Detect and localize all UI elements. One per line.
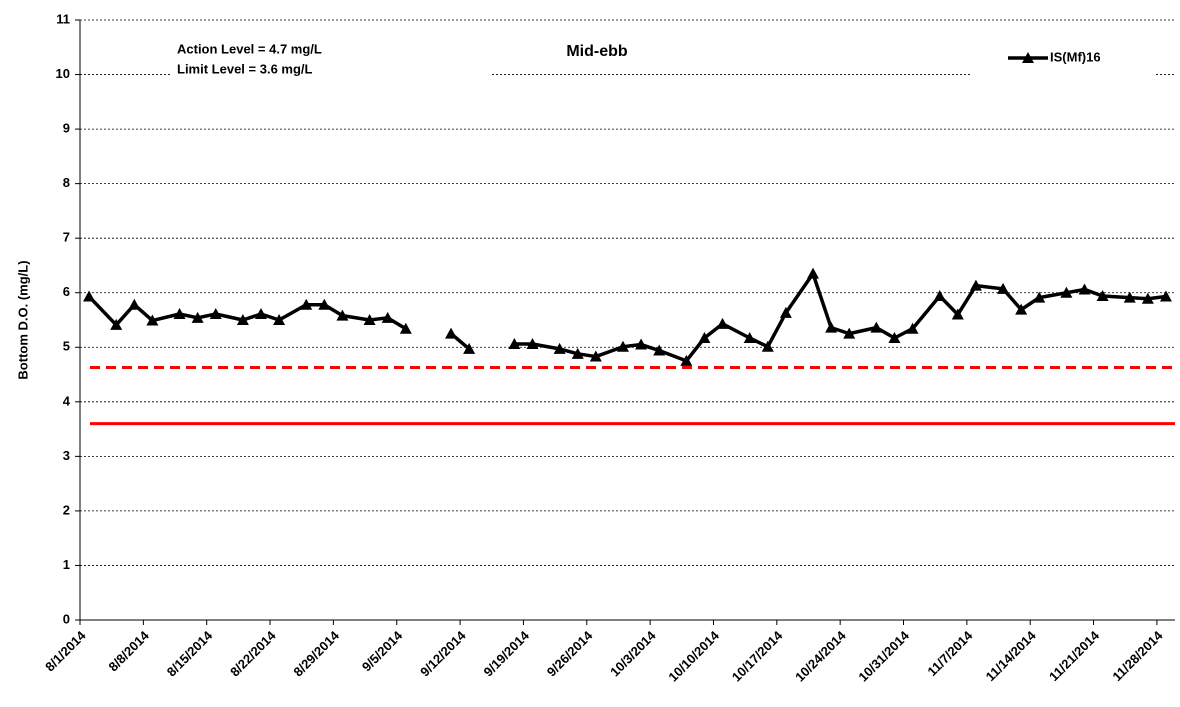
y-tick-label: 1 xyxy=(63,557,70,572)
x-tick-label: 8/29/2014 xyxy=(290,627,342,679)
marker xyxy=(336,309,349,321)
marker xyxy=(616,340,629,352)
marker xyxy=(1141,292,1154,304)
annotation: Action Level = 4.7 mg/L xyxy=(177,41,322,56)
marker xyxy=(399,322,412,334)
y-tick-label: 10 xyxy=(56,66,70,81)
x-tick-label: 11/14/2014 xyxy=(983,627,1040,684)
marker xyxy=(1015,303,1028,315)
marker xyxy=(906,322,919,334)
x-tick-label: 9/5/2014 xyxy=(359,627,406,674)
marker xyxy=(653,344,666,356)
marker xyxy=(209,308,222,319)
marker xyxy=(997,282,1010,294)
marker xyxy=(888,332,901,343)
y-tick-label: 0 xyxy=(63,611,70,626)
marker xyxy=(445,327,458,339)
marker xyxy=(1022,52,1034,63)
x-tick-label: 9/19/2014 xyxy=(480,627,532,679)
marker xyxy=(363,314,376,325)
marker xyxy=(779,306,792,318)
x-tick-label: 10/3/2014 xyxy=(607,627,659,679)
marker xyxy=(589,350,602,362)
marker xyxy=(716,317,729,329)
marker xyxy=(191,311,204,323)
marker xyxy=(1033,291,1046,303)
x-tick-label: 8/22/2014 xyxy=(227,627,279,679)
marker xyxy=(110,318,123,330)
y-tick-label: 2 xyxy=(63,502,70,517)
x-tick-label: 8/15/2014 xyxy=(164,627,216,679)
marker xyxy=(508,338,521,349)
marker xyxy=(254,308,267,319)
y-tick-label: 6 xyxy=(63,284,70,299)
legend-box xyxy=(970,40,1155,80)
x-tick-label: 11/7/2014 xyxy=(924,627,976,679)
marker xyxy=(83,290,96,302)
marker xyxy=(951,308,964,320)
marker xyxy=(463,342,476,354)
marker xyxy=(933,290,946,301)
y-tick-label: 11 xyxy=(56,11,70,26)
marker xyxy=(743,332,756,343)
x-tick-label: 8/8/2014 xyxy=(106,627,153,674)
x-tick-label: 9/26/2014 xyxy=(544,627,596,679)
marker xyxy=(825,321,838,333)
marker xyxy=(526,338,539,349)
y-tick-label: 4 xyxy=(63,393,71,408)
x-tick-label: 11/21/2014 xyxy=(1046,627,1103,684)
marker xyxy=(1123,291,1136,303)
marker xyxy=(128,298,141,310)
marker xyxy=(1096,290,1109,301)
marker xyxy=(571,347,584,359)
legend-label: IS(Mf)16 xyxy=(1050,49,1101,64)
y-tick-label: 8 xyxy=(63,175,70,190)
marker xyxy=(173,308,186,319)
marker xyxy=(635,338,648,350)
marker xyxy=(1060,286,1073,298)
marker xyxy=(843,327,856,339)
x-tick-label: 10/31/2014 xyxy=(855,627,912,684)
marker xyxy=(680,354,693,366)
marker xyxy=(300,298,313,310)
marker xyxy=(553,342,566,354)
marker xyxy=(146,314,159,326)
y-tick-label: 7 xyxy=(63,230,70,245)
marker xyxy=(318,298,331,310)
marker xyxy=(969,279,982,291)
y-axis-label: Bottom D.O. (mg/L) xyxy=(15,260,30,379)
marker xyxy=(761,340,774,352)
x-tick-label: 10/24/2014 xyxy=(792,627,849,684)
x-tick-label: 10/10/2014 xyxy=(665,627,722,684)
annotation: Limit Level = 3.6 mg/L xyxy=(177,61,313,76)
annotation-box xyxy=(170,36,490,84)
chart-title: Mid-ebb xyxy=(566,43,628,60)
y-tick-label: 3 xyxy=(63,448,70,463)
marker xyxy=(273,314,286,325)
x-tick-label: 9/12/2014 xyxy=(417,627,469,679)
marker xyxy=(381,311,394,323)
y-tick-label: 9 xyxy=(63,121,70,136)
marker xyxy=(698,332,711,343)
x-tick-label: 8/1/2014 xyxy=(42,627,89,674)
marker xyxy=(236,314,249,325)
marker xyxy=(1159,290,1172,302)
marker xyxy=(807,267,820,279)
marker xyxy=(1078,283,1091,295)
x-tick-label: 11/28/2014 xyxy=(1109,627,1166,684)
marker xyxy=(870,321,883,333)
x-tick-label: 10/17/2014 xyxy=(729,627,786,684)
y-tick-label: 5 xyxy=(63,339,70,354)
title-box xyxy=(490,36,705,72)
